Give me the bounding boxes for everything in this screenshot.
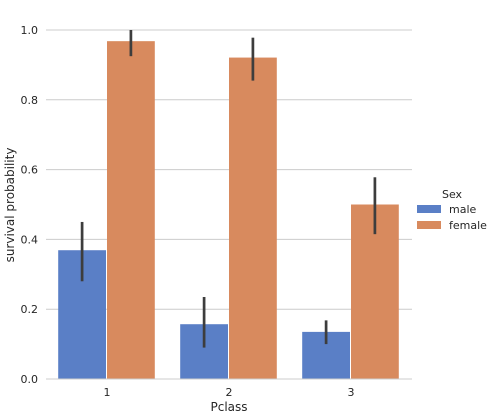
legend-label-female: female xyxy=(449,219,487,232)
x-tick-label: 1 xyxy=(104,386,111,399)
y-tick-label: 0.8 xyxy=(21,94,39,107)
legend-swatch-female xyxy=(417,221,441,229)
bars xyxy=(58,41,399,380)
legend-label-male: male xyxy=(449,203,477,216)
x-tick-label: 3 xyxy=(348,386,355,399)
x-axis-ticks: 1 2 3 xyxy=(104,386,355,399)
x-tick-label: 2 xyxy=(226,386,233,399)
legend: Sex male female xyxy=(417,188,487,232)
y-tick-label: 0.4 xyxy=(21,233,39,246)
x-axis-label: Pclass xyxy=(210,400,247,414)
error-bars xyxy=(80,30,377,348)
y-tick-label: 0.2 xyxy=(21,303,39,316)
y-axis-label: survival probability xyxy=(3,148,17,263)
y-tick-label: 1.0 xyxy=(21,24,39,37)
y-axis-ticks: 0.0 0.2 0.4 0.6 0.8 1.0 xyxy=(21,24,39,386)
bar-female-1 xyxy=(107,41,155,379)
legend-title: Sex xyxy=(442,188,463,201)
bar-female-2 xyxy=(229,57,277,380)
y-tick-label: 0.6 xyxy=(21,164,39,177)
y-tick-label: 0.0 xyxy=(21,373,39,386)
legend-swatch-male xyxy=(417,205,441,213)
